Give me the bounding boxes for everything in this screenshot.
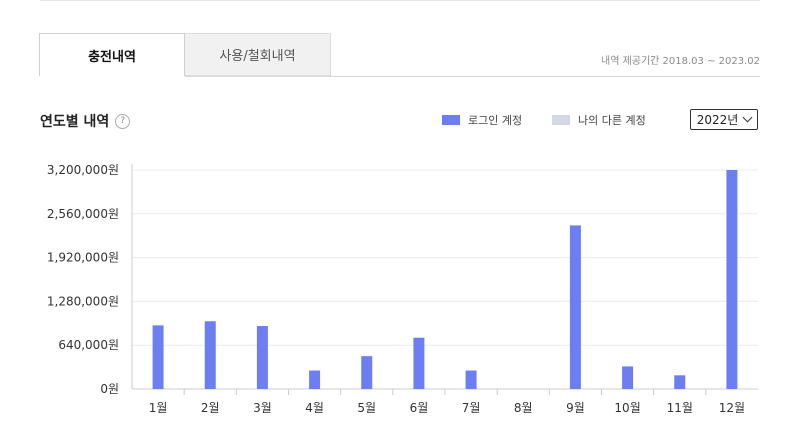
x-tick-label: 3월 — [253, 401, 272, 415]
x-tick-label: 10월 — [614, 401, 640, 415]
bar-6 — [413, 337, 425, 389]
y-tick-label: 1,280,000원 — [47, 294, 119, 308]
x-tick-label: 1월 — [149, 401, 168, 415]
bar-2 — [204, 321, 216, 389]
legend-login-account: 로그인 계정 — [442, 112, 522, 128]
y-tick-label: 1,920,000원 — [47, 251, 119, 265]
top-divider — [40, 0, 760, 1]
tab-bar: 충전내역 사용/철회내역 — [39, 33, 331, 76]
bar-5 — [361, 356, 373, 389]
bar-11 — [674, 375, 686, 389]
question-circle-icon[interactable]: ? — [115, 113, 131, 129]
x-tick-label: 6월 — [410, 401, 429, 415]
section-title-label: 연도별 내역 — [40, 114, 110, 130]
bar-7 — [465, 370, 477, 389]
tab-usage-withdrawal-history[interactable]: 사용/철회내역 — [185, 33, 331, 76]
x-tick-label: 12월 — [719, 401, 745, 415]
legend-label-other: 나의 다른 계정 — [578, 114, 646, 127]
x-tick-label: 11월 — [667, 401, 693, 415]
y-tick-label: 2,560,000원 — [47, 207, 119, 221]
legend-swatch-login — [442, 115, 460, 125]
section-title: 연도별 내역 ? — [40, 111, 131, 131]
bar-9 — [569, 225, 581, 389]
x-tick-label: 4월 — [305, 401, 324, 415]
bar-4 — [309, 370, 321, 389]
legend-swatch-other — [552, 115, 570, 125]
tab-charge-history[interactable]: 충전내역 — [39, 33, 185, 76]
bar-12 — [726, 170, 738, 389]
x-tick-label: 9월 — [566, 401, 585, 415]
year-select-value: 2022년 — [696, 113, 739, 127]
year-select[interactable]: 2022년 — [690, 109, 758, 130]
legend-label-login: 로그인 계정 — [468, 114, 523, 127]
y-tick-label: 0원 — [100, 382, 119, 396]
y-tick-label: 640,000원 — [58, 338, 119, 352]
x-tick-label: 2월 — [201, 401, 220, 415]
history-period-text: 내역 제공기간 2018.03 ~ 2023.02 — [601, 56, 760, 67]
legend-other-account: 나의 다른 계정 — [552, 112, 646, 128]
y-tick-label: 3,200,000원 — [47, 163, 119, 177]
bar-3 — [256, 326, 268, 389]
bar-1 — [152, 325, 164, 389]
bar-10 — [622, 366, 634, 389]
x-tick-label: 5월 — [357, 401, 376, 415]
tab-baseline — [185, 76, 760, 77]
x-tick-label: 8월 — [514, 401, 533, 415]
x-tick-label: 7월 — [462, 401, 481, 415]
